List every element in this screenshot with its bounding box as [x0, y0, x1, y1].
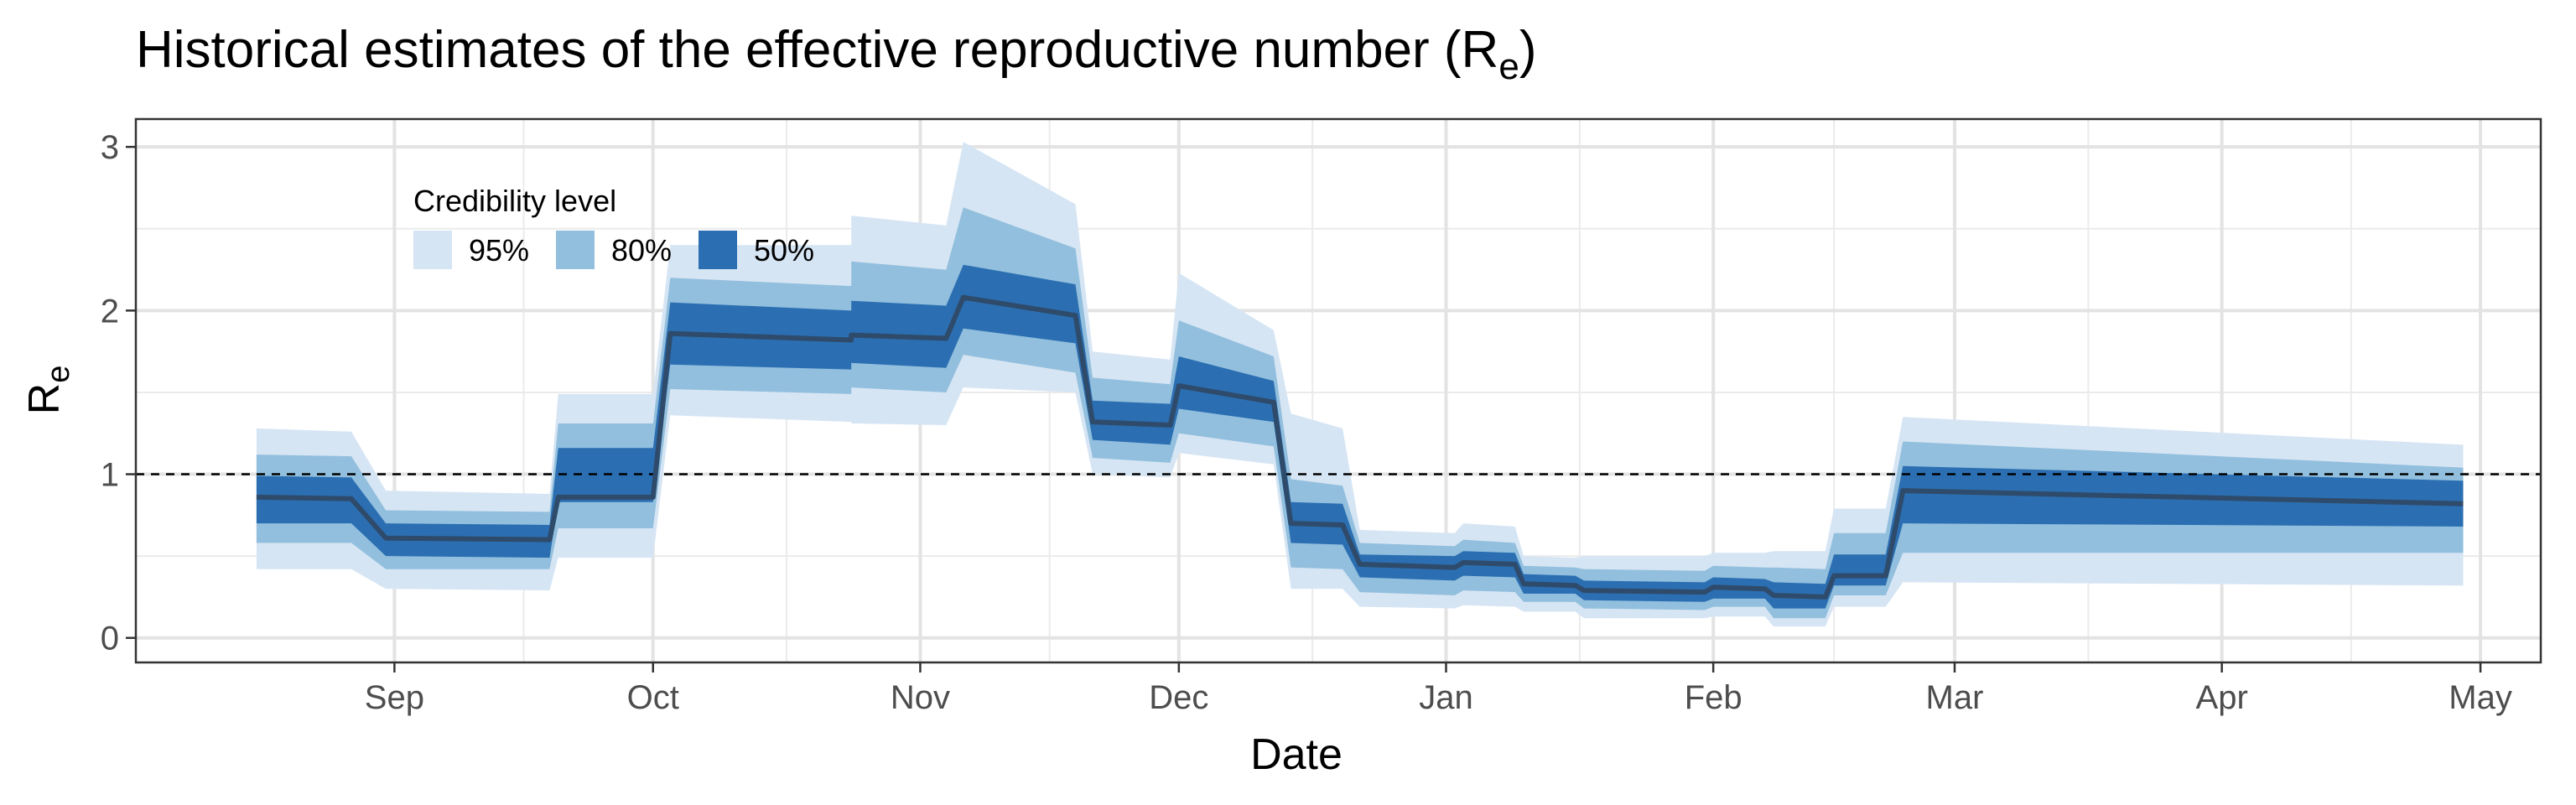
x-tick-label: Nov — [891, 679, 950, 716]
legend: Credibility level 95% 80% 50% — [413, 184, 814, 269]
y-tick-label: 3 — [101, 129, 119, 166]
x-tick-label: May — [2449, 679, 2512, 716]
legend-swatch — [699, 231, 737, 269]
x-tick-label: Oct — [627, 679, 679, 716]
legend-swatch — [556, 231, 595, 269]
legend-entry: 80% — [556, 231, 672, 269]
median-line-group — [256, 294, 2464, 600]
y-axis-title-main: R — [20, 383, 69, 415]
x-tick-label: Jan — [1419, 679, 1473, 716]
legend-entries: 95% 80% 50% — [413, 231, 814, 269]
chart-title-close: ) — [1519, 21, 1537, 79]
chart-title-main: Historical estimates of the effective re… — [136, 21, 1498, 79]
y-axis-title: Re — [20, 366, 76, 415]
median-line — [256, 294, 2464, 600]
x-axis-title: Date — [1250, 730, 1343, 779]
legend-label: 80% — [611, 233, 672, 267]
x-axis: Sep Oct Nov Dec Jan Feb Mar Apr May — [365, 662, 2512, 716]
chart-title: Historical estimates of the effective re… — [136, 21, 1536, 87]
chart-title-subscript: e — [1498, 46, 1519, 87]
x-tick-label: Dec — [1149, 679, 1208, 716]
y-axis-title-subscript: e — [41, 366, 76, 383]
ci50-band — [256, 264, 2464, 609]
legend-label: 50% — [754, 233, 814, 267]
legend-entry: 95% — [413, 231, 529, 269]
x-tick-label: Apr — [2196, 679, 2248, 716]
y-tick-label: 0 — [101, 621, 119, 657]
y-tick-label: 1 — [101, 457, 119, 494]
panel-border — [134, 117, 2542, 664]
x-tick-label: Mar — [1926, 679, 1984, 716]
legend-swatch — [413, 231, 452, 269]
x-tick-label: Feb — [1685, 679, 1742, 716]
legend-entry: 50% — [699, 231, 814, 269]
x-tick-label: Sep — [365, 679, 424, 716]
legend-title: Credibility level — [413, 184, 616, 218]
y-axis: 0 1 2 3 — [101, 129, 136, 657]
legend-label: 95% — [469, 233, 529, 267]
y-tick-label: 2 — [101, 293, 119, 330]
ci50-bands — [256, 264, 2464, 609]
